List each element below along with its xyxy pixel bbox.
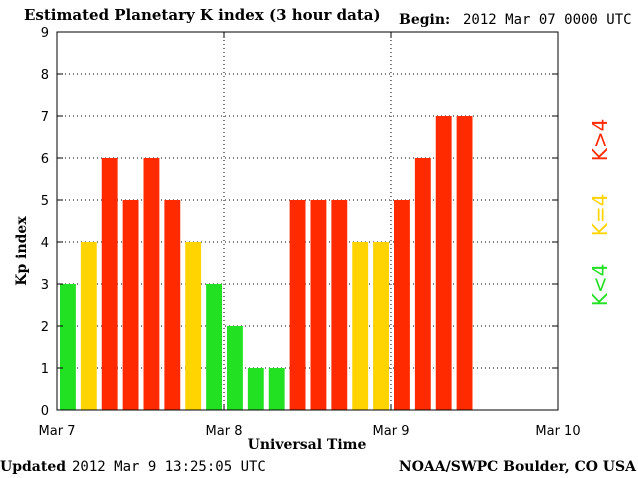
plot-area: 0 1 2 3 4 5 6 7 8 9 Mar 7 Mar 8 Mar 9 Mar 10 xyxy=(39,26,581,439)
y-tick-label: 3 xyxy=(41,278,49,293)
kp-bar xyxy=(310,200,327,410)
kp-bar xyxy=(227,326,243,410)
kp-bar xyxy=(352,242,369,410)
plot-frame xyxy=(56,31,559,411)
kp-bar xyxy=(268,368,285,410)
legend: K>4 K=4 K<4 xyxy=(588,119,612,307)
kp-bar xyxy=(247,368,264,410)
source-credit: NOAA/SWPC Boulder, CO USA xyxy=(399,459,637,475)
legend-entry: K>4 xyxy=(588,119,612,162)
y-axis-label: Kp index xyxy=(14,216,30,286)
x-axis-label: Universal Time xyxy=(248,437,367,453)
y-tick-label: 8 xyxy=(41,68,49,83)
legend-entry: K<4 xyxy=(588,264,612,307)
kp-bar xyxy=(122,200,139,410)
x-tick-label: Mar 8 xyxy=(206,424,243,439)
y-tick-label: 9 xyxy=(41,26,49,41)
chart-title: Estimated Planetary K index (3 hour data… xyxy=(24,6,381,24)
begin-label: Begin: xyxy=(399,12,450,28)
kp-bar xyxy=(80,242,97,410)
y-tick-label: 1 xyxy=(41,362,49,377)
y-tick-label: 6 xyxy=(41,152,49,167)
kp-bar xyxy=(164,200,181,410)
kp-bar xyxy=(143,158,160,410)
kp-bar xyxy=(60,284,76,410)
x-tick-label: Mar 7 xyxy=(39,424,76,439)
kp-bar xyxy=(373,242,389,410)
kp-bar xyxy=(101,158,118,410)
x-tick-label: Mar 9 xyxy=(373,424,410,439)
kp-bar xyxy=(289,200,306,410)
y-tick-label: 2 xyxy=(41,320,49,335)
kp-bar xyxy=(206,284,222,410)
y-tick-label: 7 xyxy=(41,110,49,125)
legend-entry: K=4 xyxy=(588,194,612,237)
kp-bar xyxy=(414,158,431,410)
x-tick-label: Mar 10 xyxy=(535,424,580,439)
kp-bar xyxy=(435,116,452,410)
updated-value: 2012 Mar 9 13:25:05 UTC xyxy=(72,459,266,475)
y-tick-label: 0 xyxy=(41,404,49,419)
kp-bar xyxy=(331,200,348,410)
kp-bar xyxy=(185,242,202,410)
kp-bar xyxy=(456,116,473,410)
y-tick-label: 5 xyxy=(41,194,49,209)
begin-value: 2012 Mar 07 0000 UTC xyxy=(463,12,632,28)
kp-bar xyxy=(394,200,410,410)
y-tick-label: 4 xyxy=(41,236,49,251)
updated-label: Updated xyxy=(0,459,66,475)
